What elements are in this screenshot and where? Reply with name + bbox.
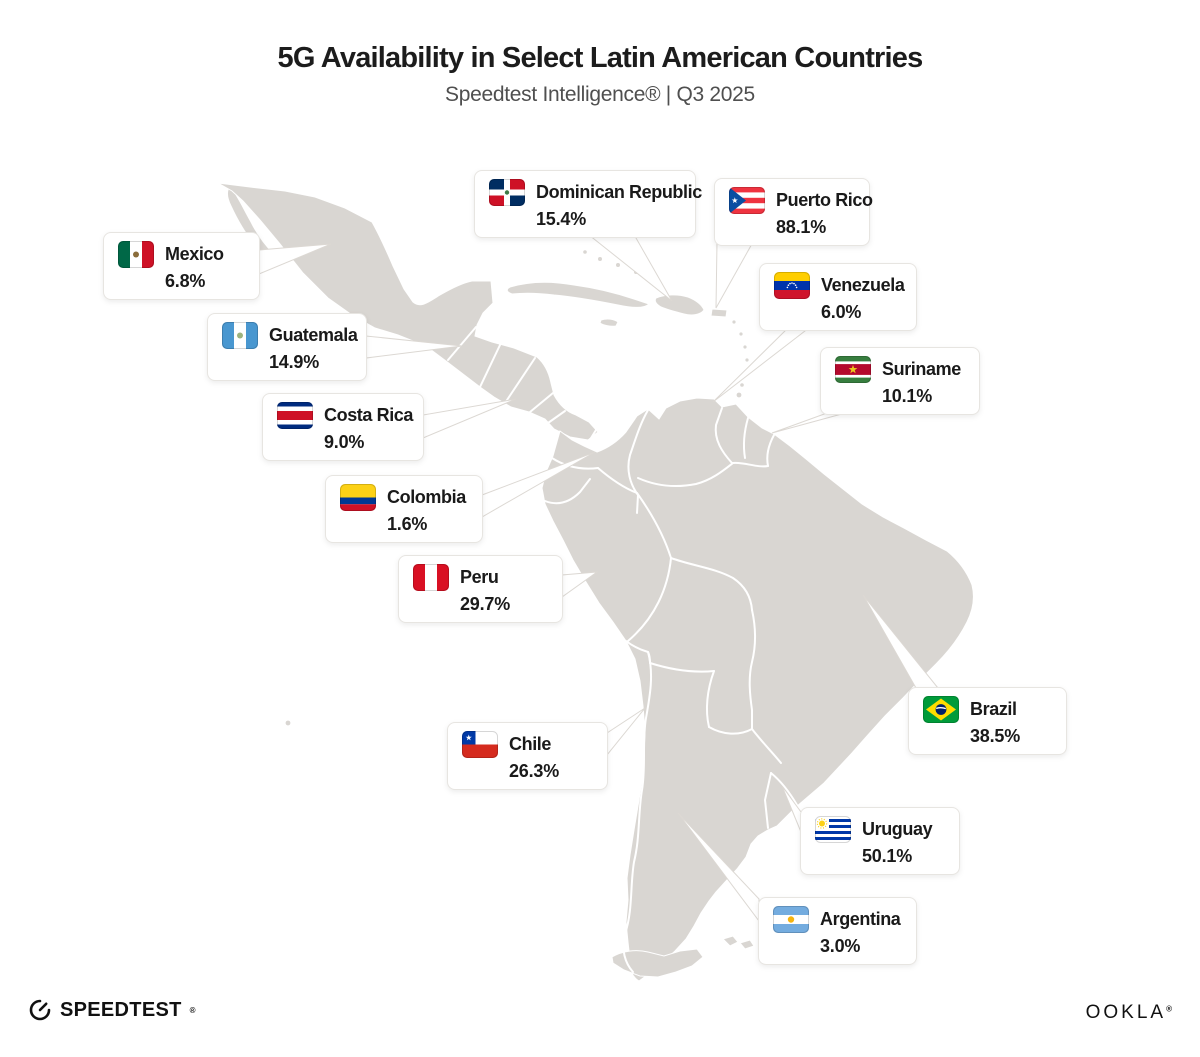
country-name: Venezuela [821, 274, 905, 295]
country-value: 50.1% [862, 846, 913, 866]
header: 5G Availability in Select Latin American… [0, 0, 1200, 107]
callout-peru: Peru 29.7% [398, 555, 563, 623]
callout-colombia: Colombia 1.6% [325, 475, 483, 543]
country-value: 3.0% [820, 936, 861, 956]
puerto-rico-flag-icon [729, 187, 765, 214]
brazil-flag-icon [923, 696, 959, 723]
colombia-flag-icon [340, 484, 376, 511]
callout-venezuela: Venezuela 6.0% [759, 263, 917, 331]
guatemala-flag-icon [222, 322, 258, 349]
speedtest-logo: SPEEDTEST ® [28, 998, 196, 1022]
falkland-east-island [739, 939, 755, 950]
puerto-rico-leader-line [715, 241, 754, 309]
country-value: 38.5% [970, 726, 1021, 746]
ookla-logo: OOKLA® [1086, 1002, 1172, 1024]
country-name: Costa Rica [324, 404, 414, 425]
argentina-flag-icon [773, 906, 809, 933]
uruguay-flag-icon [815, 816, 851, 843]
callout-guatemala: Guatemala 14.9% [207, 313, 367, 381]
costa-rica-leader-line [422, 398, 517, 439]
country-name: Suriname [882, 358, 961, 379]
page-title: 5G Availability in Select Latin American… [277, 42, 924, 74]
country-name: Colombia [387, 486, 466, 507]
puerto-rico-island [710, 308, 728, 318]
country-name: Guatemala [269, 324, 358, 345]
venezuela-leader-line [712, 323, 816, 403]
peru-flag-icon [413, 564, 449, 591]
callout-brazil: Brazil 38.5% [908, 687, 1067, 755]
chile-flag-icon [462, 731, 498, 758]
callout-uruguay: Uruguay 50.1% [800, 807, 960, 875]
country-name: Brazil [970, 698, 1017, 719]
hispaniola-island [654, 294, 705, 316]
country-value: 6.0% [821, 302, 862, 322]
country-value: 6.8% [165, 271, 206, 291]
falkland-west-island [722, 935, 739, 947]
speedtest-label: SPEEDTEST [60, 998, 182, 1021]
callout-dominican-republic: Dominican Republic 15.4% [474, 170, 702, 238]
ookla-label: OOKLA [1085, 1002, 1167, 1023]
country-value: 26.3% [509, 761, 560, 781]
country-value: 29.7% [460, 594, 511, 614]
country-name: Dominican Republic [536, 181, 702, 202]
jamaica-island [599, 318, 619, 327]
callout-mexico: Mexico 6.8% [103, 232, 260, 300]
speedtest-gauge-icon [29, 999, 51, 1021]
small-islets [285, 250, 749, 726]
country-value: 1.6% [387, 514, 428, 534]
mexico-flag-icon [118, 241, 154, 268]
country-value: 15.4% [536, 209, 587, 229]
callout-suriname: Suriname 10.1% [820, 347, 980, 415]
country-name: Chile [509, 733, 552, 754]
country-name: Uruguay [862, 818, 933, 839]
country-name: Argentina [820, 908, 901, 929]
country-name: Puerto Rico [776, 189, 873, 210]
page-subtitle: Speedtest Intelligence® | Q3 2025 [445, 83, 755, 106]
venezuela-flag-icon [774, 272, 810, 299]
dominican-republic-flag-icon [489, 179, 525, 206]
chile-leader-line [606, 707, 646, 757]
cuba-island [506, 281, 650, 308]
country-borders [447, 326, 798, 973]
country-value: 9.0% [324, 432, 365, 452]
country-name: Mexico [165, 243, 224, 264]
suriname-flag-icon [835, 356, 871, 383]
costa-rica-flag-icon [277, 402, 313, 429]
callout-puerto-rico: Puerto Rico 88.1% [714, 178, 873, 246]
callout-argentina: Argentina 3.0% [758, 897, 917, 965]
country-name: Peru [460, 566, 499, 587]
speedtest-trademark: ® [189, 1005, 196, 1015]
callout-costa-rica: Costa Rica 9.0% [262, 393, 424, 461]
country-value: 88.1% [776, 217, 827, 237]
country-value: 10.1% [882, 386, 933, 406]
country-value: 14.9% [269, 352, 320, 372]
ookla-trademark: ® [1166, 1004, 1172, 1014]
callout-chile: Chile 26.3% [447, 722, 608, 790]
south-america-landmass [541, 397, 974, 982]
tierra-del-fuego-island [611, 948, 704, 978]
